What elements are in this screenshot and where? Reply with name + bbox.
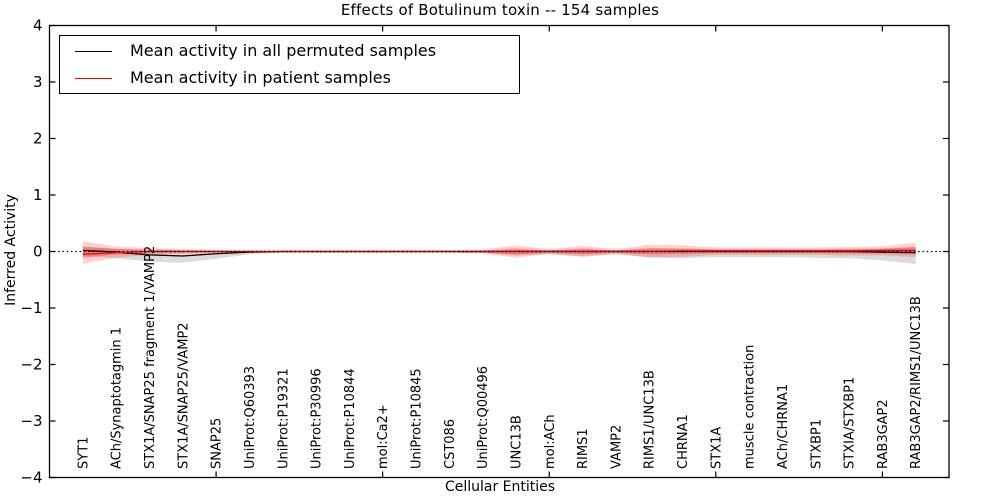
legend-entry-patient: Mean activity in patient samples — [75, 68, 519, 88]
entity-label: RIMS1/UNC13B — [643, 370, 658, 469]
entity-label: mol:Ca2+ — [376, 404, 391, 469]
y-tick-label: 2 — [33, 130, 43, 148]
entity-label: muscle contraction — [743, 345, 758, 469]
patient-uncertainty-band-outer — [82, 241, 916, 264]
y-axis-label: Inferred Activity — [3, 194, 19, 306]
entity-label: RAB3GAP2/RIMS1/UNC13B — [909, 296, 924, 469]
entity-label: UniProt:Q60393 — [243, 366, 258, 469]
entity-label: UniProt:Q00496 — [476, 366, 491, 469]
entity-label: STX1A/SNAP25/VAMP2 — [176, 322, 191, 469]
y-tick-label: −4 — [20, 469, 42, 487]
entity-label: CST086 — [443, 419, 458, 469]
y-tick-label: −2 — [20, 356, 42, 374]
y-tick-label: 3 — [33, 73, 43, 91]
entity-label: UniProt:P10844 — [343, 368, 358, 469]
entity-label: UniProt:P10845 — [410, 368, 425, 469]
legend-line-sample-red — [75, 77, 112, 79]
y-tick-label: 4 — [33, 17, 43, 35]
entity-label: RAB3GAP2 — [876, 399, 891, 469]
legend-entry-permuted: Mean activity in all permuted samples — [75, 41, 519, 61]
entity-label: UNC13B — [509, 415, 524, 469]
y-tick-label: −3 — [20, 412, 42, 430]
legend-label: Mean activity in all permuted samples — [130, 41, 437, 60]
entity-label: STXIA/STXBP1 — [843, 377, 858, 469]
entity-label: CHRNA1 — [676, 414, 691, 469]
entity-label: mol:ACh — [543, 414, 558, 469]
entity-label: SNAP25 — [210, 418, 225, 469]
entity-label: RIMS1 — [576, 428, 591, 469]
entity-label: UniProt:P30996 — [310, 368, 325, 469]
entity-label: SYT1 — [76, 437, 91, 469]
y-tick-label: −1 — [20, 299, 42, 317]
legend: Mean activity in all permuted samples Me… — [59, 35, 520, 94]
x-axis-label: Cellular Entities — [444, 479, 556, 495]
entity-label: ACh/Synaptotagmin 1 — [110, 327, 125, 469]
legend-line-sample-black — [75, 50, 112, 52]
y-tick-label: 0 — [33, 243, 43, 261]
entity-label: ACh/CHRNA1 — [776, 384, 791, 469]
legend-label: Mean activity in patient samples — [130, 68, 391, 87]
entity-label: VAMP2 — [609, 425, 624, 469]
plot-border — [48, 24, 950, 479]
entity-label: UniProt:P19321 — [276, 368, 291, 469]
y-tick-label: 1 — [33, 186, 43, 204]
chart-title: Effects of Botulinum toxin -- 154 sample… — [340, 1, 660, 19]
entity-label: STXBP1 — [809, 419, 824, 469]
entity-label: STX1A/SNAP25 fragment 1/VAMP2 — [143, 246, 158, 469]
entity-label: STX1A — [709, 427, 724, 469]
